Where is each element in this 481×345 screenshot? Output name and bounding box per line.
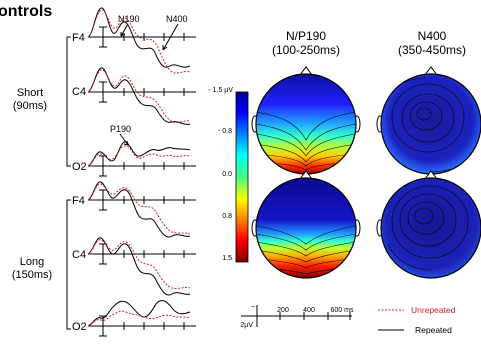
trace-long-f4-unrepeated bbox=[87, 183, 191, 235]
label-p190: P190 bbox=[110, 124, 131, 134]
electrode-f4-long: F4 bbox=[72, 195, 85, 207]
topomap-n400-long bbox=[376, 170, 481, 279]
map-header-np190-window: (100-250ms) bbox=[272, 43, 340, 57]
topomap-np190-short bbox=[251, 66, 361, 175]
colorbar-tick-4: 1.5 bbox=[222, 255, 232, 262]
trace-short-c4-repeated bbox=[87, 67, 191, 125]
electrode-f4-short: F4 bbox=[72, 32, 85, 44]
colorbar-tick-1: - 0.8 bbox=[218, 128, 232, 135]
trace-long-o2-repeated bbox=[87, 300, 191, 327]
scale-time-200: 200 bbox=[277, 307, 289, 314]
figure-title: ontrols bbox=[0, 3, 52, 20]
condition-long-duration: (150ms) bbox=[12, 269, 52, 281]
nose-icon bbox=[299, 170, 313, 180]
scale-time-600: 600 ms bbox=[331, 307, 354, 314]
condition-long-label: Long bbox=[20, 256, 44, 268]
trace-short-c4-unrepeated bbox=[87, 69, 191, 124]
legend-repeated-label: Repeated bbox=[415, 325, 452, 335]
arrowhead-n190 bbox=[120, 32, 126, 37]
bracket-short bbox=[66, 36, 71, 167]
nose-icon bbox=[424, 66, 438, 76]
electrode-o2-short: O2 bbox=[72, 161, 87, 173]
topomap-n400-short bbox=[376, 66, 481, 175]
trace-long-o2-unrepeated bbox=[87, 310, 191, 327]
map-header-n400-window: (350-450ms) bbox=[398, 43, 466, 57]
trace-long-f4-repeated bbox=[87, 181, 191, 238]
legend-unrepeated-label: Unrepeated bbox=[411, 305, 456, 315]
condition-short-duration: (90ms) bbox=[13, 100, 47, 112]
condition-short-label: Short bbox=[17, 87, 43, 99]
erp-traces bbox=[87, 7, 191, 327]
nose-icon bbox=[299, 66, 313, 76]
arrow-p190 bbox=[119, 133, 129, 146]
erp-axes bbox=[88, 26, 196, 337]
arrowhead-p190 bbox=[123, 140, 129, 146]
colorbar bbox=[235, 91, 249, 263]
scale-amplitude: 2µV bbox=[240, 322, 253, 329]
electrode-c4-short: C4 bbox=[72, 86, 86, 98]
map-header-n400-name: N400 bbox=[418, 29, 447, 43]
scale-bar bbox=[241, 305, 352, 327]
electrode-o2-long: O2 bbox=[72, 321, 87, 333]
arrow-n400 bbox=[162, 23, 179, 51]
trace-short-o2-repeated bbox=[87, 141, 191, 167]
bracket-long bbox=[66, 199, 71, 330]
nose-icon bbox=[424, 170, 438, 180]
scale-amplitude-tick: – bbox=[251, 303, 255, 310]
colorbar-unit: - 1.5 µV bbox=[208, 87, 233, 94]
map-header-np190-name: N/P190 bbox=[286, 29, 326, 43]
colorbar-tick-2: 0.0 bbox=[222, 171, 232, 178]
topomap-np190-long bbox=[251, 170, 361, 279]
scale-time-400: 400 bbox=[303, 307, 315, 314]
trace-long-c4-unrepeated bbox=[87, 239, 191, 290]
electrode-c4-long: C4 bbox=[72, 249, 86, 261]
arrowhead-n400 bbox=[162, 45, 168, 51]
arrow-n190 bbox=[120, 23, 129, 37]
trace-short-o2-unrepeated bbox=[87, 145, 191, 167]
label-n190: N190 bbox=[118, 14, 140, 24]
colorbar-tick-3: 0.8 bbox=[222, 213, 232, 220]
trace-short-f4-unrepeated bbox=[87, 9, 191, 74]
trace-long-c4-repeated bbox=[87, 237, 191, 296]
label-n400: N400 bbox=[166, 14, 188, 24]
trace-short-f4-repeated bbox=[87, 7, 191, 68]
